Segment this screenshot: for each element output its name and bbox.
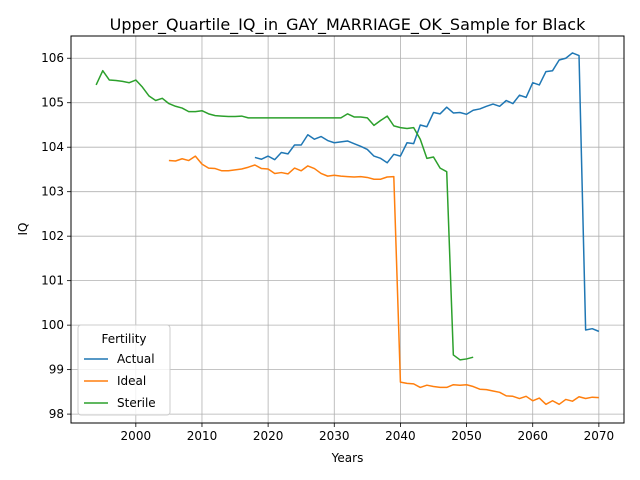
legend-label-ideal: Ideal (117, 374, 146, 388)
y-axis-ticks: 98 99 100 101 102 103 104 105 106 (41, 51, 71, 421)
y-tick-label: 99 (49, 363, 64, 377)
x-tick-label: 2040 (385, 429, 416, 443)
x-tick-label: 2020 (253, 429, 284, 443)
x-tick-label: 2010 (187, 429, 218, 443)
x-tick-label: 2000 (121, 429, 152, 443)
series-line-actual (254, 52, 600, 333)
x-axis-label: Years (331, 451, 364, 465)
y-tick-label: 106 (41, 51, 64, 65)
series-lines (95, 52, 600, 406)
series-line-sterile (95, 69, 474, 361)
y-tick-label: 105 (41, 96, 64, 110)
x-tick-label: 2060 (517, 429, 548, 443)
x-tick-label: 2030 (319, 429, 350, 443)
x-tick-label: 2050 (451, 429, 482, 443)
y-tick-label: 102 (41, 229, 64, 243)
legend: Fertility Actual Ideal Sterile (77, 324, 171, 416)
legend-items: Actual Ideal Sterile (84, 352, 156, 410)
legend-box (77, 324, 171, 416)
legend-title: Fertility (101, 332, 146, 346)
x-tick-label: 2070 (584, 429, 615, 443)
legend-label-sterile: Sterile (117, 396, 156, 410)
legend-label-actual: Actual (117, 352, 155, 366)
series-line-ideal (168, 155, 599, 406)
plot-frame (70, 35, 625, 424)
y-tick-label: 103 (41, 185, 64, 199)
y-tick-label: 98 (49, 407, 64, 421)
y-axis-label: IQ (16, 223, 30, 236)
chart-title: Upper_Quartile_IQ_in_GAY_MARRIAGE_OK_Sam… (110, 15, 586, 35)
y-tick-label: 100 (41, 318, 64, 332)
y-tick-label: 104 (41, 140, 64, 154)
y-tick-label: 101 (41, 274, 64, 288)
x-axis-ticks: 2000 2010 2020 2030 2040 2050 2060 2070 (121, 423, 615, 443)
